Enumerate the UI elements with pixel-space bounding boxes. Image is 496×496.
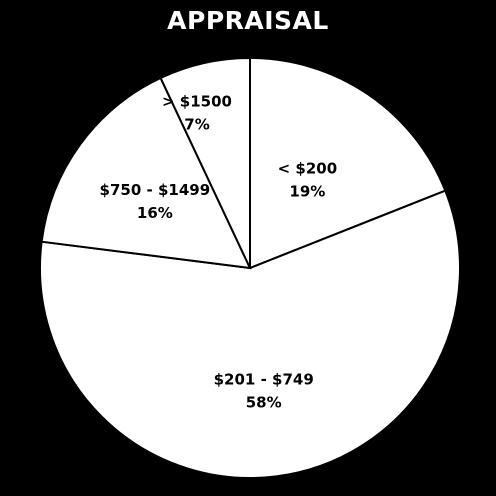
pie-slice-201-749	[39, 189, 461, 479]
slice-label-201-749: $201 - $749 58%	[214, 370, 314, 411]
slice-label-gt-1500: > $1500 7%	[162, 92, 232, 133]
slice-label-lt-200: < $200 19%	[278, 160, 338, 201]
chart-title: APPRAISAL	[167, 6, 329, 35]
pie-slice-lt-200	[249, 56, 447, 270]
pie-slice-750-1499	[40, 76, 252, 270]
slice-label-750-1499: $750 - $1499 16%	[100, 181, 211, 222]
pie-slice-gt-1500	[159, 56, 251, 269]
